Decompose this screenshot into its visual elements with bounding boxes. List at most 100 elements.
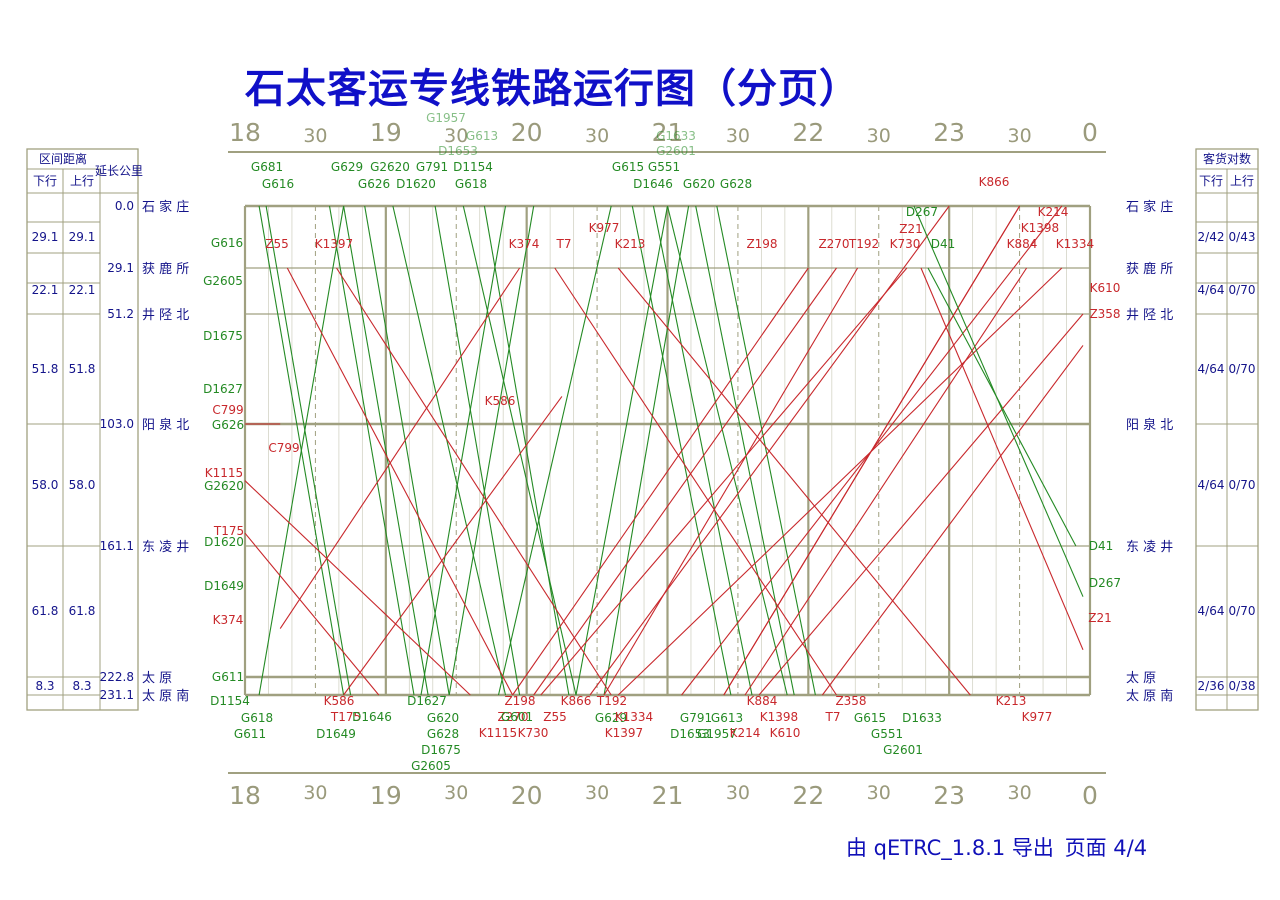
train-label-top: Z21 (899, 222, 923, 236)
train-label-top: Z198 (746, 237, 777, 251)
train-label-bottom: D1627 (407, 694, 447, 708)
hour-label-top: 22 (792, 118, 824, 147)
train-line-g1957 (420, 205, 507, 696)
train-line-z270 (533, 267, 837, 696)
train-line-k374 (279, 267, 521, 629)
train-label-top: K1397 (315, 237, 353, 251)
train-line-k213 (617, 267, 971, 696)
train-line-k1334 (617, 267, 1063, 696)
right-header-up: 上行 (1230, 174, 1254, 188)
pair-count-up: 0/70 (1229, 604, 1256, 618)
train-line-g618 (483, 205, 570, 696)
train-label-bottom: G611 (234, 727, 266, 741)
train-label-bottom: D1154 (210, 694, 250, 708)
train-label-top: D1646 (633, 177, 673, 191)
hour-label-bottom: 22 (792, 781, 824, 810)
pair-count-down: 4/64 (1198, 478, 1225, 492)
station-name-left: 获 鹿 所 (142, 261, 189, 277)
train-label-top: G1633 (656, 129, 696, 143)
train-label-top: K213 (615, 237, 646, 251)
pair-count-down: 2/36 (1198, 679, 1225, 693)
train-label-bottom: G2605 (411, 759, 451, 773)
half-label-top: 30 (1007, 125, 1031, 147)
pair-count-down: 2/42 (1198, 230, 1225, 244)
station-km: 231.1 (100, 688, 134, 702)
station-name-left: 石 家 庄 (142, 199, 189, 215)
station-name-right: 太 原 (1126, 671, 1156, 686)
half-label-top: 30 (726, 125, 750, 147)
train-label-top: G628 (720, 177, 752, 191)
train-label-top: G620 (683, 177, 715, 191)
pair-count-down: 4/64 (1198, 362, 1225, 376)
train-label-bottom: K213 (996, 694, 1027, 708)
train-label-top: Z55 (265, 237, 289, 251)
interval-distance-down: 61.8 (32, 604, 59, 618)
train-label-bottom: D1646 (352, 710, 392, 724)
train-line-g626 (343, 205, 429, 696)
train-line-t7 (554, 267, 837, 696)
train-label-bottom: K1397 (605, 726, 643, 740)
train-line-k866 (589, 205, 950, 696)
train-line-g2601 (603, 205, 690, 696)
train-label-top: K214 (1038, 205, 1069, 219)
train-line-g551 (652, 205, 753, 696)
station-name-left: 阳 泉 北 (142, 417, 189, 433)
half-label-top: 30 (303, 125, 327, 147)
train-line-d1646 (666, 205, 788, 696)
train-label-top: K374 (509, 237, 540, 251)
train-label-left: G2620 (204, 479, 244, 493)
train-label-left: G2605 (203, 274, 243, 288)
half-label-bottom: 30 (444, 782, 468, 804)
hour-label-bottom: 20 (511, 781, 543, 810)
station-name-right: 井 陉 北 (1126, 308, 1173, 323)
train-label-top: G681 (251, 160, 283, 174)
footer-text: 由 qETRC_1.8.1 导出 页面 4/4 (846, 832, 1176, 862)
train-label-bottom: D1633 (902, 711, 942, 725)
train-label-bottom: Z358 (835, 694, 866, 708)
train-label-bottom: G551 (871, 727, 903, 741)
hour-label-top: 0 (1082, 118, 1098, 147)
train-label-top: G1957 (426, 111, 466, 125)
train-label-top: K1334 (1056, 237, 1094, 251)
train-label-left: T175 (213, 524, 244, 538)
train-line-k586 (343, 396, 563, 696)
right-header-down: 下行 (1199, 174, 1223, 188)
train-label-left: G611 (212, 670, 244, 684)
station-name-left: 太 原 (142, 671, 172, 686)
train-label-bottom: K977 (1022, 710, 1053, 724)
train-label-left: D1620 (204, 535, 244, 549)
train-label-bottom: G2601 (883, 743, 923, 757)
pair-count-down: 4/64 (1198, 604, 1225, 618)
train-line-k730 (540, 267, 908, 696)
hour-label-top: 20 (511, 118, 543, 147)
train-label-bottom: K730 (518, 726, 549, 740)
train-label-top: Z270 (818, 237, 849, 251)
train-label-bottom: K866 (561, 694, 592, 708)
train-label-bottom: G1957 (697, 727, 737, 741)
train-label-top: K1398 (1021, 221, 1059, 235)
pair-count-up: 0/70 (1229, 478, 1256, 492)
train-label-left: D1627 (203, 382, 243, 396)
pair-count-up: 0/43 (1229, 230, 1256, 244)
hour-label-top: 21 (652, 118, 684, 147)
train-line-z198 (512, 267, 809, 696)
chart-title: 石太客运专线铁路运行图（分页） (245, 66, 860, 112)
footer-page: 页面 4/4 (1064, 836, 1148, 860)
train-label-bottom: G620 (427, 711, 459, 725)
train-label-top: K884 (1007, 237, 1038, 251)
train-label-bottom: G618 (241, 711, 273, 725)
train-label-bottom: K1334 (615, 710, 653, 724)
half-label-top: 30 (867, 125, 891, 147)
station-name-right: 太 原 南 (1126, 688, 1173, 704)
train-line-g616 (265, 205, 352, 696)
train-label-top: G618 (455, 177, 487, 191)
train-line-d41 (927, 267, 1077, 547)
train-label-top: G613 (466, 129, 498, 143)
train-label-left: D1675 (203, 329, 243, 343)
train-line-k884 (744, 267, 1028, 696)
train-label-bottom: K586 (324, 694, 355, 708)
interval-distance-up: 51.8 (69, 362, 96, 376)
station-name-right: 东 凌 井 (1126, 540, 1173, 555)
interval-distance-down: 8.3 (35, 679, 54, 693)
half-label-bottom: 30 (585, 782, 609, 804)
